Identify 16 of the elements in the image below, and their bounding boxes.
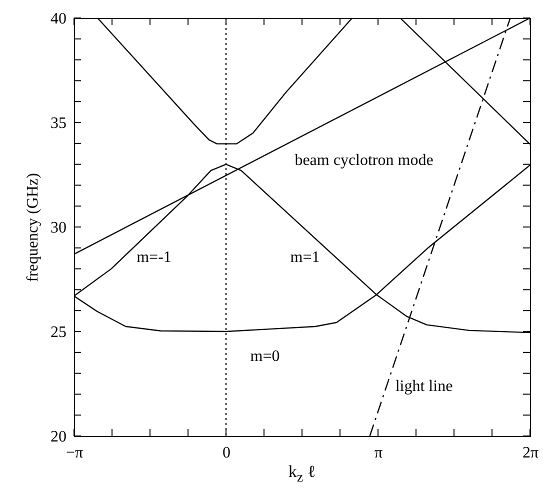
annotation: m=1 bbox=[290, 249, 320, 266]
y-tick-label: 40 bbox=[50, 10, 66, 28]
annotation: beam cyclotron mode bbox=[294, 152, 434, 169]
x-tick-label: 0 bbox=[222, 444, 231, 462]
y-tick-label: 35 bbox=[50, 115, 66, 132]
annotation: m=0 bbox=[250, 348, 280, 365]
y-axis-title: frequency (GHz) bbox=[24, 173, 42, 282]
annotation: m=-1 bbox=[136, 249, 172, 266]
y-tick-label: 20 bbox=[50, 428, 66, 446]
y-tick-label: 25 bbox=[50, 324, 66, 341]
x-tick-label: −π bbox=[66, 444, 84, 462]
y-tick-label: 30 bbox=[50, 220, 66, 236]
annotation: light line bbox=[395, 378, 453, 395]
x-tick-label: π bbox=[374, 444, 383, 462]
x-tick-label: 2π bbox=[522, 444, 539, 462]
x-axis-title: k$_{z}$ ℓ bbox=[287, 462, 317, 486]
